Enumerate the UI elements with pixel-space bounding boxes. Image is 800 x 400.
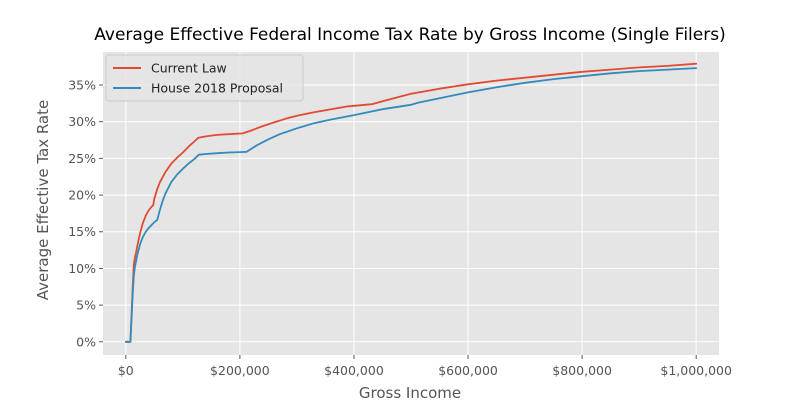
y-axis-ticks: 0% 5% 10% 15% 20% 25% 30% 35% (68, 78, 103, 349)
y-tick-label: 0% (76, 334, 96, 349)
series-line-house-2018-proposal (124, 67, 698, 343)
x-tick-label: $600,000 (438, 363, 498, 378)
legend: Current Law House 2018 Proposal (105, 54, 304, 102)
x-grid (125, 52, 697, 355)
legend-entry-label: Current Law (151, 61, 227, 76)
y-tick-label: 5% (76, 298, 96, 313)
chart-title: Average Effective Federal Income Tax Rat… (94, 25, 725, 45)
series-lines (124, 62, 698, 343)
legend-box (105, 54, 304, 102)
y-tick-label: 25% (68, 151, 96, 166)
y-axis-label: Average Effective Tax Rate (34, 100, 52, 301)
x-tick-label: $0 (118, 363, 134, 378)
y-tick-label: 35% (68, 78, 96, 93)
x-tick-label: $200,000 (210, 363, 270, 378)
x-tick-label: $800,000 (552, 363, 612, 378)
y-tick-label: 10% (68, 261, 96, 276)
legend-entry-label: House 2018 Proposal (151, 81, 283, 96)
x-axis-ticks: $0 $200,000 $400,000 $600,000 $800,000 $1,000… (118, 355, 732, 378)
y-grid (103, 84, 719, 343)
plot-area (103, 52, 719, 355)
y-tick-label: 30% (68, 114, 96, 129)
x-axis-label: Gross Income (359, 384, 461, 400)
x-tick-label: $400,000 (324, 363, 384, 378)
y-tick-label: 20% (68, 188, 96, 203)
y-tick-label: 15% (68, 224, 96, 239)
series-line-current-law (124, 62, 698, 343)
x-tick-label: $1,000,000 (660, 363, 732, 378)
